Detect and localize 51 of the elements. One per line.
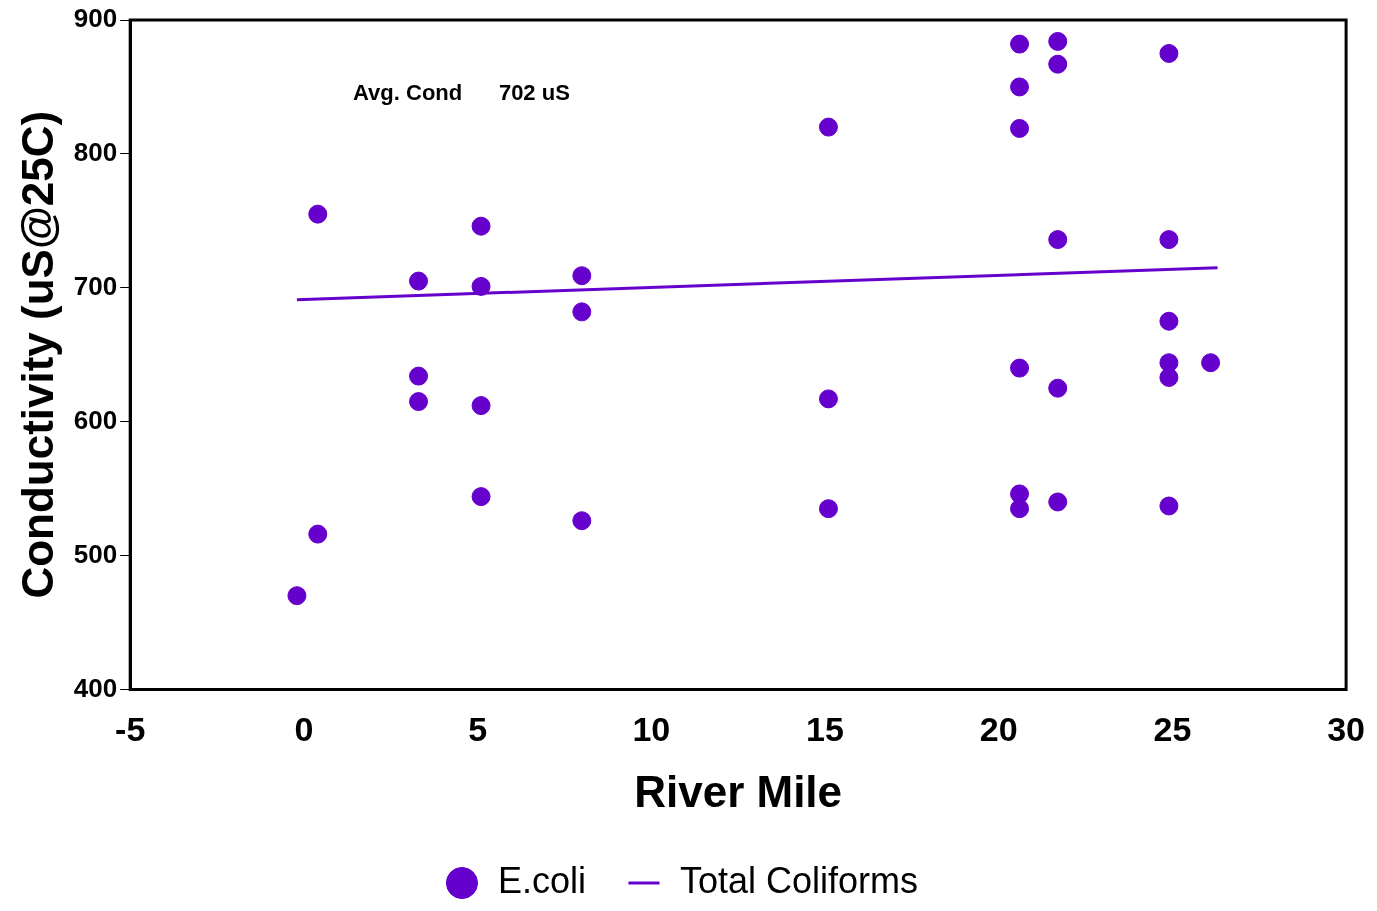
point bbox=[1048, 492, 1068, 512]
point bbox=[572, 511, 592, 531]
point bbox=[308, 524, 328, 544]
x-tick-label: 30 bbox=[1327, 710, 1365, 749]
point bbox=[572, 302, 592, 322]
x-tick-label: 25 bbox=[1153, 710, 1192, 749]
point bbox=[1010, 499, 1030, 519]
x-tick-label: 0 bbox=[294, 710, 314, 749]
point bbox=[471, 276, 491, 296]
y-tick-label: 900 bbox=[73, 3, 118, 34]
point bbox=[1010, 34, 1030, 54]
point bbox=[818, 499, 838, 519]
legend-label: E.coli bbox=[497, 859, 586, 901]
point bbox=[1159, 367, 1179, 387]
point bbox=[572, 266, 592, 286]
annotation: Avg. Cond 702 uS bbox=[353, 80, 570, 106]
legend-label: Total Coliforms bbox=[679, 859, 919, 901]
y-tick-label: 600 bbox=[73, 404, 118, 435]
point bbox=[818, 117, 838, 137]
point bbox=[471, 487, 491, 507]
point bbox=[1159, 43, 1179, 63]
point bbox=[818, 389, 838, 409]
point bbox=[1159, 311, 1179, 331]
y-tick-label: 400 bbox=[73, 672, 118, 703]
y-tick-label: 500 bbox=[73, 538, 118, 569]
point bbox=[409, 271, 429, 291]
point bbox=[1048, 230, 1068, 250]
y-tick-label: 800 bbox=[73, 137, 118, 168]
x-tick-label: 10 bbox=[632, 710, 671, 749]
x-tick-label: 5 bbox=[468, 710, 488, 749]
point bbox=[308, 204, 328, 224]
point bbox=[1010, 358, 1030, 378]
x-tick-label: -5 bbox=[115, 710, 146, 749]
point bbox=[1010, 77, 1030, 97]
point bbox=[1048, 54, 1068, 74]
point bbox=[1048, 31, 1068, 51]
point bbox=[471, 396, 491, 416]
point bbox=[1010, 118, 1030, 138]
x-axis-title: River Mile bbox=[634, 766, 843, 816]
point bbox=[471, 216, 491, 236]
x-tick-label: 15 bbox=[806, 710, 844, 749]
y-tick-label: 700 bbox=[73, 270, 118, 301]
point bbox=[1201, 353, 1221, 373]
point bbox=[287, 586, 307, 606]
x-tick-label: 20 bbox=[979, 710, 1018, 749]
point bbox=[1159, 496, 1179, 516]
point bbox=[409, 392, 429, 412]
point bbox=[1159, 230, 1179, 250]
point bbox=[409, 366, 429, 386]
y-axis-title: Conductivity (uS@25C) bbox=[12, 110, 62, 599]
point bbox=[1048, 378, 1068, 398]
